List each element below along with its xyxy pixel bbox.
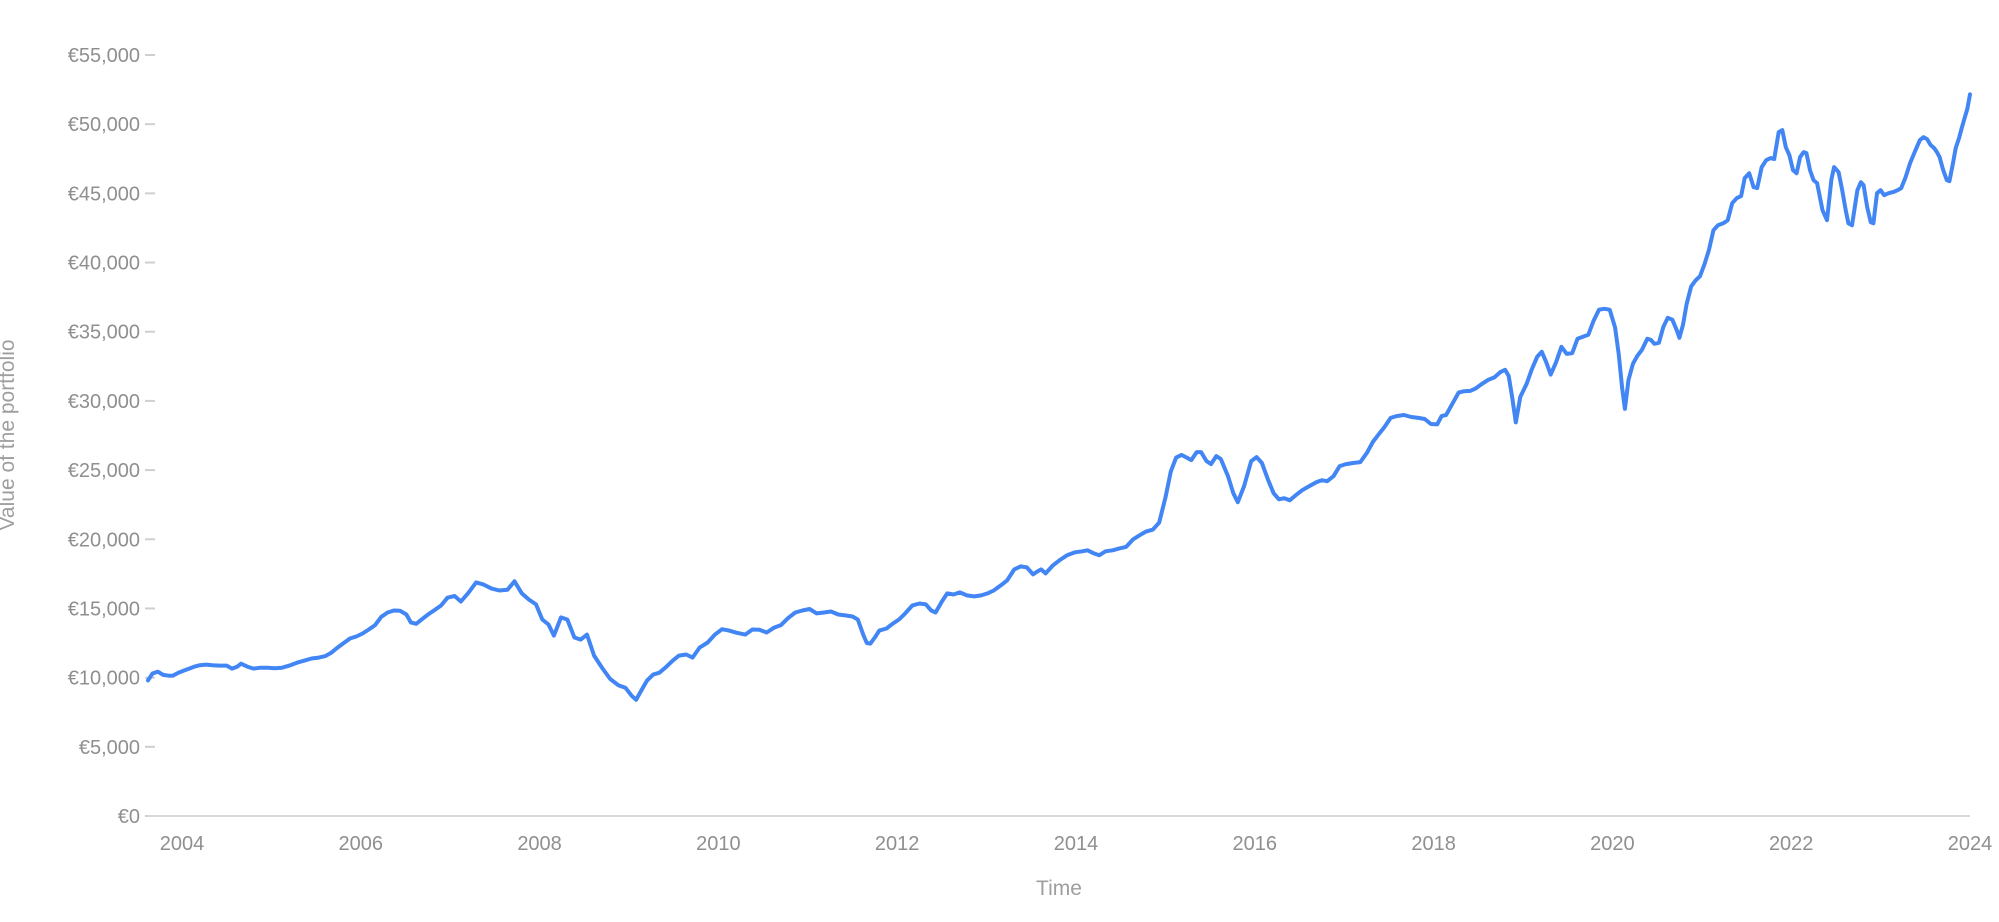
y-axis-tick-label: €25,000	[68, 460, 140, 482]
x-axis-tick-label: 2008	[517, 833, 562, 855]
y-axis-tick-label: €55,000	[68, 45, 140, 67]
y-axis-tick-mark	[145, 192, 155, 195]
x-axis-tick-label: 2016	[1233, 833, 1278, 855]
x-axis-tick-label: 2010	[696, 833, 741, 855]
y-axis-tick-mark	[145, 745, 155, 748]
y-axis-title: Value of the portfolio	[0, 339, 19, 530]
y-axis-tick-label: €0	[118, 806, 140, 828]
y-axis-tick-mark	[145, 330, 155, 333]
y-axis-tick-mark	[145, 538, 155, 541]
y-axis-tick-mark	[145, 123, 155, 126]
x-axis-tick-label: 2020	[1590, 833, 1635, 855]
x-axis-tick-label: 2018	[1411, 833, 1456, 855]
x-axis-tick-label: 2014	[1054, 833, 1099, 855]
y-axis-tick-label: €15,000	[68, 598, 140, 620]
x-axis-tick-label: 2022	[1769, 833, 1814, 855]
y-axis-tick-label: €5,000	[79, 737, 140, 759]
portfolio-value-line[interactable]	[146, 92, 1972, 702]
y-axis-tick-label: €20,000	[68, 529, 140, 551]
x-axis-ticks: 2004 2006 2008 2010 2012 2014 2016 2018 2020 2022…	[160, 833, 1993, 855]
y-axis-tick-label: €30,000	[68, 391, 140, 413]
y-axis-tick-label: €50,000	[68, 114, 140, 136]
y-axis-ticks: €0 €5,000 €10,000 €15,000 €20,000 €25,000 €30,…	[68, 45, 155, 828]
y-axis-tick-mark	[145, 469, 155, 472]
x-axis-tick-label: 2006	[339, 833, 384, 855]
y-axis-tick-mark	[145, 607, 155, 610]
x-axis-tick-label: 2012	[875, 833, 920, 855]
x-axis-title: Time	[1036, 877, 1082, 900]
y-axis-tick-label: €40,000	[68, 253, 140, 275]
y-axis-tick-label: €10,000	[68, 668, 140, 690]
portfolio-series-line[interactable]	[146, 92, 1972, 702]
y-axis-tick-label: €35,000	[68, 322, 140, 344]
y-axis-tick-mark	[145, 399, 155, 402]
y-axis-tick-mark	[145, 261, 155, 264]
y-axis-tick-mark	[145, 54, 155, 56]
y-axis-tick-label: €45,000	[68, 183, 140, 205]
x-axis-tick-label: 2004	[160, 833, 205, 855]
x-axis-tick-label: 2024	[1948, 833, 1993, 855]
